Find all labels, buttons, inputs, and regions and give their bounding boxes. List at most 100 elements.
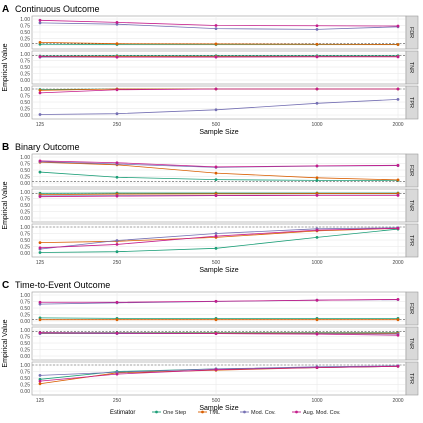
facet-strip [405,326,419,361]
y-tick-label: 0.25 [20,347,30,353]
legend-label: TML [209,410,220,416]
facet-strip [405,223,419,258]
data-point [38,88,42,92]
data-point [396,163,400,167]
y-tick-label: 1.00 [20,52,30,58]
y-tick-label: 0.75 [20,231,30,237]
data-point [115,243,119,246]
y-tick-label: 0.50 [20,203,30,209]
y-axis-label: Empirical Value [2,43,9,91]
x-tick-label: 500 [212,260,221,266]
data-point [315,28,319,31]
legend-title: Estimator [110,410,135,416]
data-point [38,170,42,174]
panel-letter: A [2,4,9,15]
data-point [38,300,42,304]
x-tick-label: 125 [36,260,45,266]
facet-strip [405,188,419,223]
facet-fdr: 0.000.250.500.751.00 FDR [20,15,419,50]
facet-plot-area [31,153,407,188]
legend-label: Aug. Mod. Cov. [303,410,341,416]
data-point [315,164,319,168]
data-point [38,195,42,199]
data-point [115,372,119,376]
x-tick-label: 2000 [392,260,403,266]
y-tick-label: 0.50 [20,376,30,382]
data-point [214,42,218,46]
data-point [38,379,42,383]
panel-letter: B [2,142,9,153]
data-point [396,193,400,197]
data-point [214,368,218,372]
legend-item: TML [198,410,220,416]
data-point [214,318,218,322]
y-tick-label: 0.25 [20,106,30,112]
y-tick-label: 1.00 [20,87,30,93]
y-tick-label: 0.00 [20,78,30,84]
facet-fdr: 0.000.250.500.751.00 FDR [20,291,419,326]
y-tick-label: 0.50 [20,100,30,106]
data-point [214,165,218,169]
y-tick-label: 0.75 [20,369,30,375]
y-tick-label: 1.00 [20,293,30,299]
legend-swatch-point [201,410,204,414]
data-point [214,24,218,27]
facet-fdr: 0.000.250.500.751.00 FDR [20,153,419,188]
data-point [315,318,319,322]
facet-tnr: 0.000.250.500.751.00 TNR [20,326,419,361]
y-tick-label: 0.50 [20,30,30,36]
data-point [38,382,42,386]
panel-title: Time-to-Event Outcome [15,280,110,290]
y-tick-label: 0.75 [20,299,30,305]
data-point [115,331,119,335]
legend-swatch-point [155,410,158,414]
panel-title: Binary Outcome [15,142,80,152]
y-tick-label: 0.50 [20,65,30,71]
facet-plot-area [31,326,407,361]
data-point [115,318,119,322]
facet-strip [405,361,419,396]
data-point [115,175,119,179]
x-tick-label: 1000 [311,122,322,128]
legend-item: Mod. Cov. [240,410,276,416]
data-point [396,364,400,368]
data-point [214,87,218,91]
y-tick-label: 0.25 [20,312,30,318]
data-point [396,226,400,230]
data-point [315,236,319,239]
data-point [315,193,319,197]
facet-tpr: 0.000.250.500.751.00 TPR [20,361,419,396]
data-point [38,251,42,254]
y-tick-label: 0.25 [20,382,30,388]
y-tick-label: 0.25 [20,71,30,77]
facet-label: FDR [408,165,414,176]
facet-label: TNR [408,338,414,349]
data-point [214,108,218,112]
data-point [396,43,400,46]
data-point [396,24,400,28]
x-tick-label: 250 [113,260,122,266]
y-tick-label: 0.25 [20,36,30,42]
data-point [38,246,42,250]
facet-plot-area [31,85,407,120]
facet-label: TPR [408,235,414,246]
y-tick-label: 0.25 [20,174,30,180]
data-point [315,101,319,105]
x-axis-label: Sample Size [199,129,238,136]
y-tick-label: 1.00 [20,363,30,369]
y-tick-label: 0.00 [20,216,30,222]
data-point [38,55,42,58]
data-point [315,179,319,182]
data-point [214,234,218,238]
y-tick-label: 0.75 [20,93,30,99]
data-point [315,332,319,336]
y-tick-label: 0.75 [20,58,30,64]
data-point [115,194,119,198]
data-point [38,241,42,245]
data-point [38,21,42,25]
data-point [315,55,319,59]
data-point [315,24,319,28]
data-point [396,87,400,91]
